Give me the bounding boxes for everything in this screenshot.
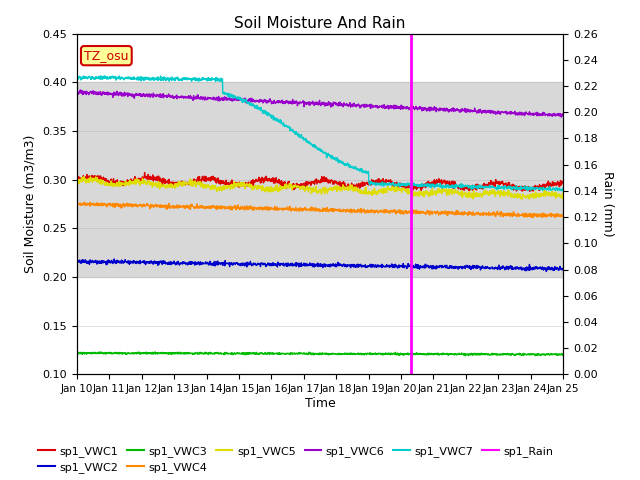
Legend: sp1_VWC1, sp1_VWC2, sp1_VWC3, sp1_VWC4, sp1_VWC5, sp1_VWC6, sp1_VWC7, sp1_Rain: sp1_VWC1, sp1_VWC2, sp1_VWC3, sp1_VWC4, …	[34, 441, 557, 478]
Bar	[77, 82, 563, 277]
X-axis label: Time: Time	[305, 397, 335, 410]
Text: TZ_osu: TZ_osu	[84, 49, 129, 62]
Y-axis label: Soil Moisture (m3/m3): Soil Moisture (m3/m3)	[24, 135, 36, 273]
Title: Soil Moisture And Rain: Soil Moisture And Rain	[234, 16, 406, 31]
Y-axis label: Rain (mm): Rain (mm)	[602, 171, 614, 237]
